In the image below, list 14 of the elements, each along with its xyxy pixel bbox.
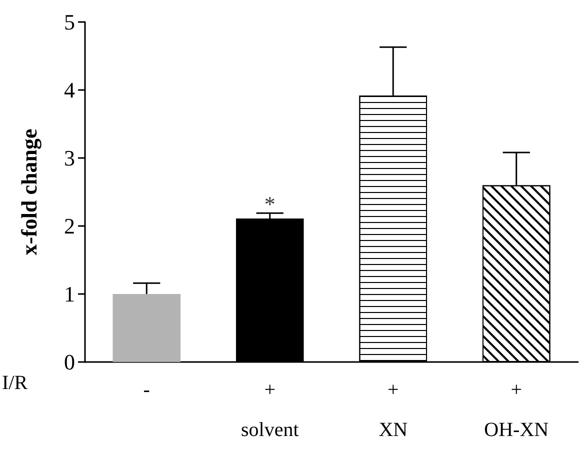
y-tick-label: 5 bbox=[64, 10, 75, 34]
y-tick-label: 4 bbox=[64, 78, 75, 102]
y-tick-label: 0 bbox=[64, 350, 75, 374]
y-tick-label: 3 bbox=[64, 146, 75, 170]
x-tick-label: - bbox=[143, 379, 150, 401]
bar bbox=[112, 294, 181, 362]
annotation: * bbox=[264, 192, 276, 217]
y-axis-title: x-fold change bbox=[16, 128, 42, 256]
y-tick-label: 1 bbox=[64, 282, 75, 306]
y-tick-label: 2 bbox=[64, 214, 75, 238]
x-tick-label: + solvent bbox=[240, 379, 300, 441]
x-axis-title: I/R bbox=[2, 372, 28, 394]
x-tick-label: + XN bbox=[378, 379, 408, 441]
x-tick-label: + OH-XN bbox=[484, 379, 549, 441]
